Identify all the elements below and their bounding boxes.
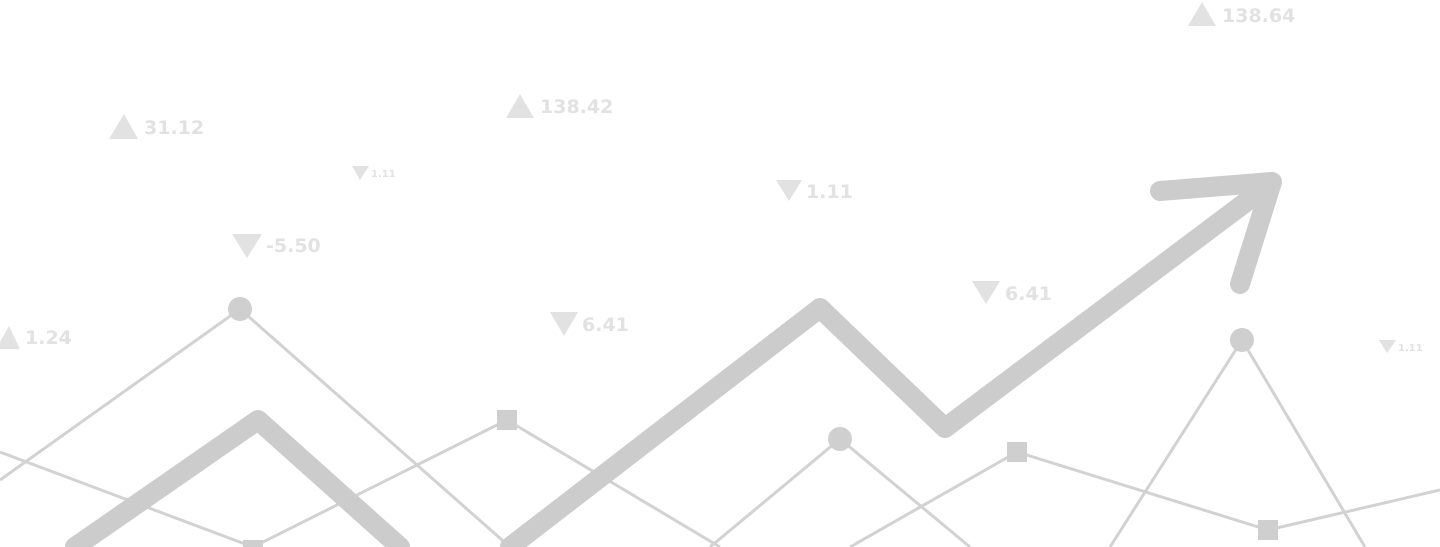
square-marker — [1007, 442, 1027, 462]
svg-text:6.41: 6.41 — [582, 314, 629, 336]
svg-text:1.11: 1.11 — [371, 169, 396, 180]
ticker-1: 138.64 — [1188, 2, 1295, 27]
square-marker — [497, 410, 517, 430]
triangle-up-icon — [1188, 2, 1216, 26]
square-marker — [1258, 520, 1278, 540]
square-marker — [243, 540, 263, 547]
ticker-9: 1.24 — [0, 326, 72, 349]
circle-marker — [228, 297, 252, 321]
ticker-4: 1.11 — [352, 166, 396, 180]
triangle-down-icon — [232, 234, 262, 258]
circle-marker — [1230, 328, 1254, 352]
ticker-10: 1.11 — [1379, 340, 1423, 354]
svg-text:1.24: 1.24 — [25, 327, 72, 349]
ticker-6: -5.50 — [232, 234, 321, 258]
triangle-down-icon — [972, 281, 1000, 304]
triangle-up-icon — [506, 94, 534, 118]
triangle-up-icon — [109, 114, 138, 139]
svg-text:6.41: 6.41 — [1005, 283, 1052, 305]
svg-text:138.64: 138.64 — [1222, 5, 1295, 27]
thin-line-series-circles-2 — [709, 437, 971, 547]
triangle-down-icon — [352, 166, 369, 180]
svg-text:1.11: 1.11 — [1398, 343, 1423, 354]
thin-line-series-squares-2 — [849, 450, 1440, 547]
triangle-down-icon — [776, 180, 802, 201]
triangle-up-icon — [0, 326, 20, 349]
ticker-5: 1.11 — [776, 180, 853, 203]
svg-text:31.12: 31.12 — [144, 117, 204, 139]
ticker-8: 6.41 — [550, 312, 629, 336]
ticker-7: 6.41 — [972, 281, 1052, 305]
svg-text:138.42: 138.42 — [540, 96, 613, 118]
triangle-down-icon — [1379, 340, 1396, 353]
trend-arrow-icon — [1150, 172, 1282, 294]
circle-marker — [828, 427, 852, 451]
triangle-down-icon — [550, 312, 578, 336]
svg-text:1.11: 1.11 — [806, 181, 853, 203]
thick-trend-line-main — [500, 174, 1280, 547]
thick-trend-line — [65, 410, 410, 547]
ticker-3: 31.12 — [109, 114, 204, 139]
svg-text:-5.50: -5.50 — [266, 235, 321, 257]
ticker-2: 138.42 — [506, 94, 613, 118]
